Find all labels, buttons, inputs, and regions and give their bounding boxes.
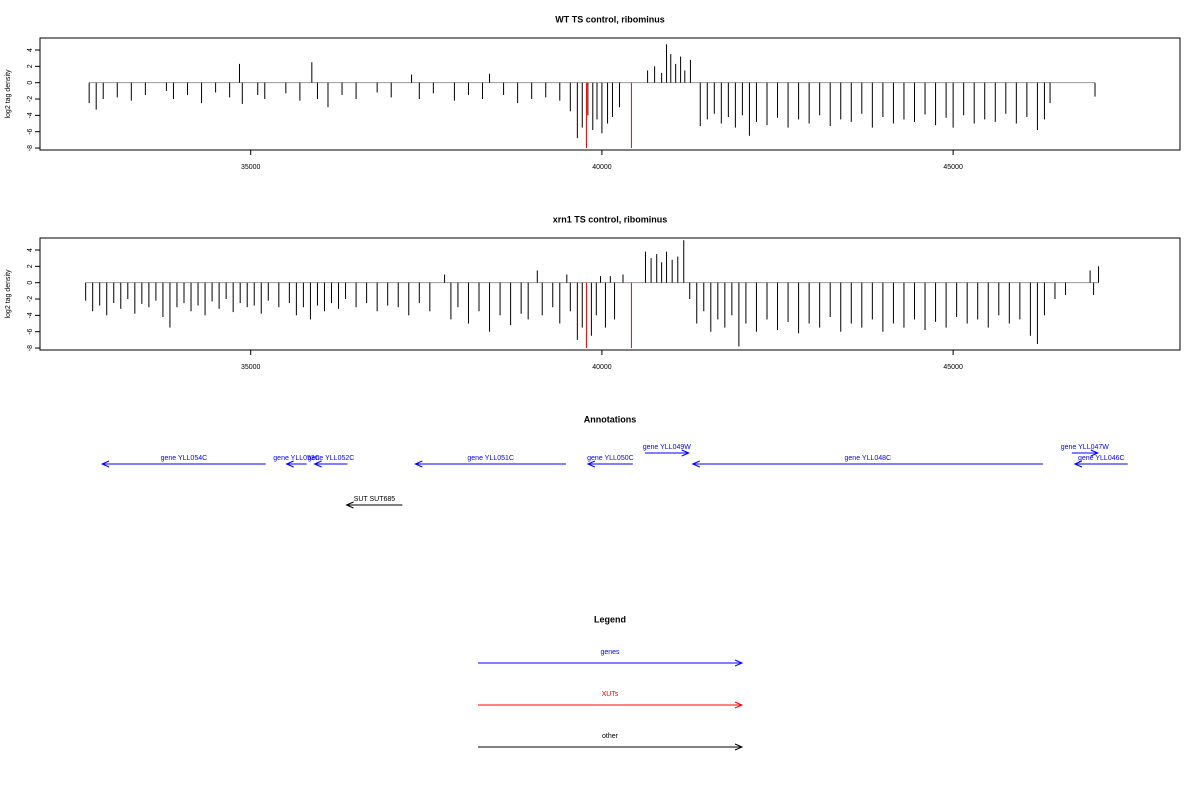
chart-title: WT TS control, ribominus: [555, 14, 665, 24]
feature-label: SUT SUT685: [354, 496, 396, 503]
y-tick-label: -2: [27, 96, 34, 102]
annotations-title: Annotations: [584, 414, 637, 424]
feature-arrow-head: [1090, 449, 1100, 457]
x-tick-label: 40000: [592, 364, 612, 371]
y-tick-label: -4: [27, 112, 34, 118]
feature-label: gene YLL050C: [587, 455, 634, 462]
y-tick-label: -8: [27, 145, 34, 151]
feature-label: gene YLL046C: [1078, 455, 1125, 462]
plot-box: [39, 37, 1181, 151]
feature-arrow-head: [313, 460, 322, 468]
y-tick-label: 4: [27, 248, 34, 252]
feature-arrow-head: [414, 460, 423, 468]
x-tick-label: 35000: [241, 164, 261, 171]
y-axis-label: log2 tag density: [5, 269, 12, 319]
y-tick-label: 4: [27, 48, 34, 52]
y-tick-label: 2: [27, 64, 34, 68]
legend-arrow-head: [734, 701, 744, 709]
chart-title: xrn1 TS control, ribominus: [553, 214, 668, 224]
legend-label: other: [602, 733, 619, 740]
y-tick-label: 0: [27, 281, 34, 285]
feature-label: gene YLL053C: [273, 455, 320, 462]
legend-label: XUTs: [602, 691, 619, 698]
y-tick-label: 2: [27, 264, 34, 268]
y-tick-label: -4: [27, 312, 34, 318]
feature-arrow-head: [691, 460, 700, 468]
feature-label: gene YLL047W: [1061, 444, 1110, 451]
feature-label: gene YLL052C: [308, 455, 355, 462]
feature-arrow-head: [1073, 460, 1083, 468]
feature-label: gene YLL054C: [161, 455, 208, 462]
x-tick-label: 35000: [241, 364, 261, 371]
y-tick-label: -6: [27, 328, 34, 334]
legend-arrow-head: [734, 659, 744, 667]
feature-arrow-head: [285, 460, 294, 468]
x-tick-label: 45000: [943, 164, 963, 171]
y-tick-label: -8: [27, 345, 34, 351]
feature-label: gene YLL048C: [845, 455, 892, 462]
plot-box: [39, 237, 1181, 351]
feature-arrow-head: [681, 449, 691, 457]
feature-arrow-head: [100, 460, 110, 468]
y-tick-label: 0: [27, 81, 34, 85]
y-tick-label: -6: [27, 128, 34, 134]
y-tick-label: -2: [27, 296, 34, 302]
legend-arrow-head: [734, 743, 744, 751]
feature-arrow-head: [586, 460, 596, 468]
x-tick-label: 40000: [592, 164, 612, 171]
x-tick-label: 45000: [943, 364, 963, 371]
legend-title: Legend: [594, 614, 626, 624]
feature-label: gene YLL051C: [467, 455, 514, 462]
feature-label: gene YLL049W: [643, 444, 692, 451]
y-axis-label: log2 tag density: [5, 69, 12, 119]
feature-arrow-head: [345, 501, 354, 509]
legend-label: genes: [600, 649, 620, 656]
